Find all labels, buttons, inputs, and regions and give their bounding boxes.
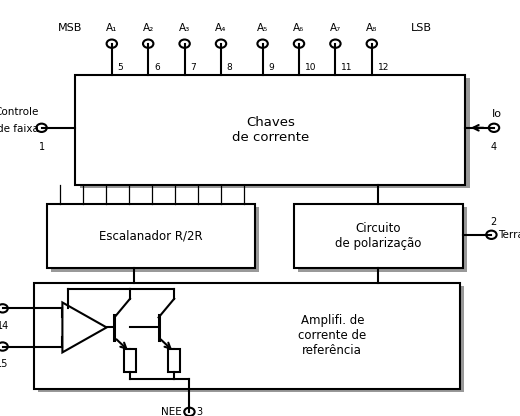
Text: 2: 2 <box>490 217 496 227</box>
Text: 5: 5 <box>118 62 123 72</box>
Bar <box>168 349 180 372</box>
Bar <box>38 286 464 392</box>
Text: 10: 10 <box>305 62 316 72</box>
Text: 14: 14 <box>0 321 9 331</box>
Bar <box>51 207 259 272</box>
Text: A₂: A₂ <box>142 23 154 33</box>
Bar <box>34 283 460 389</box>
Bar <box>47 204 255 268</box>
Bar <box>298 207 467 272</box>
Text: 1: 1 <box>38 142 45 152</box>
Text: 7: 7 <box>190 62 196 72</box>
Text: 6: 6 <box>154 62 160 72</box>
Bar <box>124 349 136 372</box>
Text: 3: 3 <box>196 407 202 416</box>
Text: Circuito
de polarização: Circuito de polarização <box>335 222 422 250</box>
Bar <box>75 75 465 185</box>
Text: 11: 11 <box>341 62 353 72</box>
Text: 9: 9 <box>268 62 274 72</box>
Text: A₁: A₁ <box>106 23 118 33</box>
Text: Escalanador R/2R: Escalanador R/2R <box>99 230 203 243</box>
Text: LSB: LSB <box>411 23 432 33</box>
Text: A₆: A₆ <box>293 23 305 33</box>
Text: 4: 4 <box>491 142 497 152</box>
Text: A₄: A₄ <box>215 23 227 33</box>
Text: Terra: Terra <box>498 230 520 240</box>
Text: A₃: A₃ <box>179 23 190 33</box>
Text: de faixa: de faixa <box>0 124 39 134</box>
Text: A₇: A₇ <box>330 23 341 33</box>
Text: Amplifi. de
corrente de
referência: Amplifi. de corrente de referência <box>298 314 367 357</box>
Bar <box>80 78 470 188</box>
Text: 15: 15 <box>0 359 9 369</box>
Text: 8: 8 <box>227 62 232 72</box>
Bar <box>294 204 463 268</box>
Text: A₅: A₅ <box>257 23 268 33</box>
Text: Io: Io <box>491 109 501 119</box>
Text: Controle: Controle <box>0 107 39 117</box>
Text: 12: 12 <box>378 62 389 72</box>
Text: NEE: NEE <box>161 407 181 416</box>
Text: Chaves
de corrente: Chaves de corrente <box>232 116 309 144</box>
Text: MSB: MSB <box>58 23 82 33</box>
Text: A₈: A₈ <box>366 23 378 33</box>
